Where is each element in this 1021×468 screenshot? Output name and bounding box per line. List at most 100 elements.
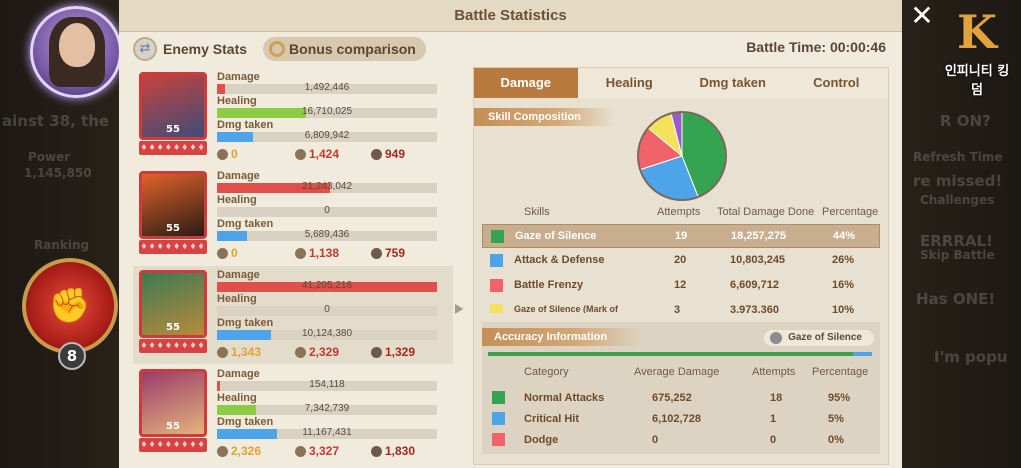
hero-portrait[interactable]: 55 (139, 171, 207, 239)
hero-star-bar: ♦♦♦♦♦♦♦♦ (139, 339, 207, 353)
skills-table-header: Skills Attempts Total Damage Done Percen… (482, 206, 882, 222)
damage-value: 41,205,216 (301, 280, 353, 291)
bonus-comparison-label: Bonus comparison (289, 41, 416, 57)
dmg-taken-stat: Dmg taken 11,167,431 (217, 416, 439, 439)
chevron-right-icon: ⯈ (452, 300, 465, 319)
skill-color-swatch (491, 230, 504, 243)
healing-stat: Healing 16,710,025 (217, 95, 439, 118)
group-icon (295, 247, 306, 259)
hero-card[interactable]: 55 ♦♦♦♦♦♦♦♦ Damage 21,243,042 Healing 0 … (133, 167, 453, 265)
damage-bar: 41,205,216 (217, 280, 437, 292)
counter-3: 949 (371, 147, 405, 161)
hero-level: 55 (166, 124, 180, 135)
damage-label: Damage (217, 368, 260, 380)
hero-portrait[interactable]: 55 (139, 72, 207, 140)
person-icon (217, 445, 228, 457)
player-avatar[interactable] (30, 6, 122, 98)
counter-1: 1,343 (217, 345, 295, 359)
close-icon[interactable]: ✕ (910, 0, 934, 32)
background-text: Refresh Time (913, 150, 1003, 164)
magnifier-icon (269, 41, 286, 57)
swap-icon[interactable]: ⇄ (133, 37, 157, 61)
skill-icon (770, 332, 783, 344)
accuracy-bar (488, 352, 872, 356)
skill-row[interactable]: Gaze of Silence (Mark of 3 3,973,360 10% (482, 299, 880, 313)
dmg-taken-stat: Dmg taken 10,124,380 (217, 317, 439, 340)
accuracy-row: Normal Attacks 675,252 18 95% (482, 388, 880, 408)
skill-percentage: 44% (833, 230, 856, 242)
counter-2-value: 3,327 (309, 444, 340, 458)
damage-label: Damage (217, 170, 260, 182)
game-logo: K 인피니티 킹덤 (941, 4, 1013, 100)
background-text: I'm popu (934, 348, 1008, 366)
dmg-taken-bar-fill (217, 132, 254, 142)
col-percentage: Percentage (812, 366, 869, 378)
category-percentage: 0% (828, 434, 844, 446)
hero-list: 55 ♦♦♦♦♦♦♦♦ Damage 1,492,446 Healing 16,… (133, 68, 453, 464)
skill-color-swatch (490, 254, 503, 267)
counter-1: 0 (217, 147, 295, 161)
counter-1-value: 2,326 (231, 444, 262, 458)
skill-level-badge: 8 (58, 342, 86, 370)
col-skills: Skills (524, 206, 550, 218)
hero-card[interactable]: 55 ♦♦♦♦♦♦♦♦ Damage 1,492,446 Healing 16,… (133, 68, 453, 166)
dmg-taken-label: Dmg taken (217, 416, 274, 428)
background-text: R ON? (940, 112, 991, 130)
accuracy-skill-selector[interactable]: Gaze of Silence (764, 330, 874, 346)
dmg-taken-bar: 10,124,380 (217, 328, 437, 340)
damage-bar: 21,243,042 (217, 181, 437, 193)
healing-bar: 7,342,739 (217, 403, 437, 415)
tab-dmg-taken[interactable]: Dmg taken (699, 75, 766, 90)
dmg-taken-stat: Dmg taken 6,809,942 (217, 119, 439, 142)
counter-3-value: 1,329 (385, 345, 416, 359)
hero-card[interactable]: 55 ♦♦♦♦♦♦♦♦ Damage 154,118 Healing 7,342… (133, 365, 453, 463)
skill-composition-pie (637, 111, 727, 201)
healing-bar-fill (217, 108, 307, 118)
damage-stat: Damage 21,243,042 (217, 170, 439, 193)
damage-bar: 154,118 (217, 379, 437, 391)
counter-2: 3,327 (295, 444, 371, 458)
hero-portrait[interactable]: 55 (139, 369, 207, 437)
enemy-stats-toggle[interactable]: Enemy Stats (163, 41, 248, 57)
category-name: Normal Attacks (524, 392, 605, 404)
background-text: re missed! (913, 172, 1003, 190)
category-color-swatch (492, 433, 505, 446)
bonus-comparison-button[interactable]: Bonus comparison (263, 37, 426, 61)
damage-value: 21,243,042 (301, 181, 353, 192)
background-right (891, 0, 1021, 468)
category-attempts: 18 (770, 392, 783, 404)
fist-icon[interactable]: ✊ (22, 258, 118, 354)
detail-tabs: Damage Healing Dmg taken Control (474, 68, 888, 98)
background-text: Challenges (920, 193, 995, 207)
accuracy-bar-fill (488, 352, 853, 356)
dmg-taken-label: Dmg taken (217, 317, 274, 329)
skill-name: Gaze of Silence (Mark of (514, 304, 619, 313)
damage-value: 154,118 (309, 379, 345, 390)
skill-attempts: 12 (674, 279, 687, 291)
tab-healing[interactable]: Healing (605, 75, 653, 90)
hero-card[interactable]: 55 ♦♦♦♦♦♦♦♦ Damage 41,205,216 Healing 0 … (133, 266, 453, 364)
tab-damage[interactable]: Damage (474, 68, 578, 98)
healing-value: 0 (324, 205, 330, 216)
counter-1-value: 0 (231, 246, 238, 260)
dmg-taken-value: 10,124,380 (301, 328, 353, 339)
skill-attempts: 3 (674, 304, 681, 313)
hero-level: 55 (166, 322, 180, 333)
person-icon (217, 346, 228, 358)
average-damage: 6,102,728 (652, 413, 701, 425)
hero-counters: 2,326 3,327 1,830 (217, 444, 447, 458)
skill-total-damage: 3,973,360 (730, 304, 779, 313)
damage-stat: Damage 154,118 (217, 368, 439, 391)
skill-row[interactable]: Battle Frenzy 12 6,609,712 16% (482, 274, 880, 298)
col-total-damage: Total Damage Done (717, 206, 815, 218)
accuracy-skill-name: Gaze of Silence (788, 332, 862, 343)
counter-1-value: 1,343 (231, 345, 262, 359)
healing-label: Healing (217, 392, 257, 404)
col-category: Category (524, 366, 569, 378)
hero-counters: 0 1,424 949 (217, 147, 447, 161)
hero-portrait[interactable]: 55 (139, 270, 207, 338)
skill-row[interactable]: Attack & Defense 20 10,803,245 26% (482, 249, 880, 273)
skill-row[interactable]: Gaze of Silence 19 18,257,275 44% (482, 224, 880, 248)
counter-1: 0 (217, 246, 295, 260)
tab-control[interactable]: Control (813, 75, 860, 90)
